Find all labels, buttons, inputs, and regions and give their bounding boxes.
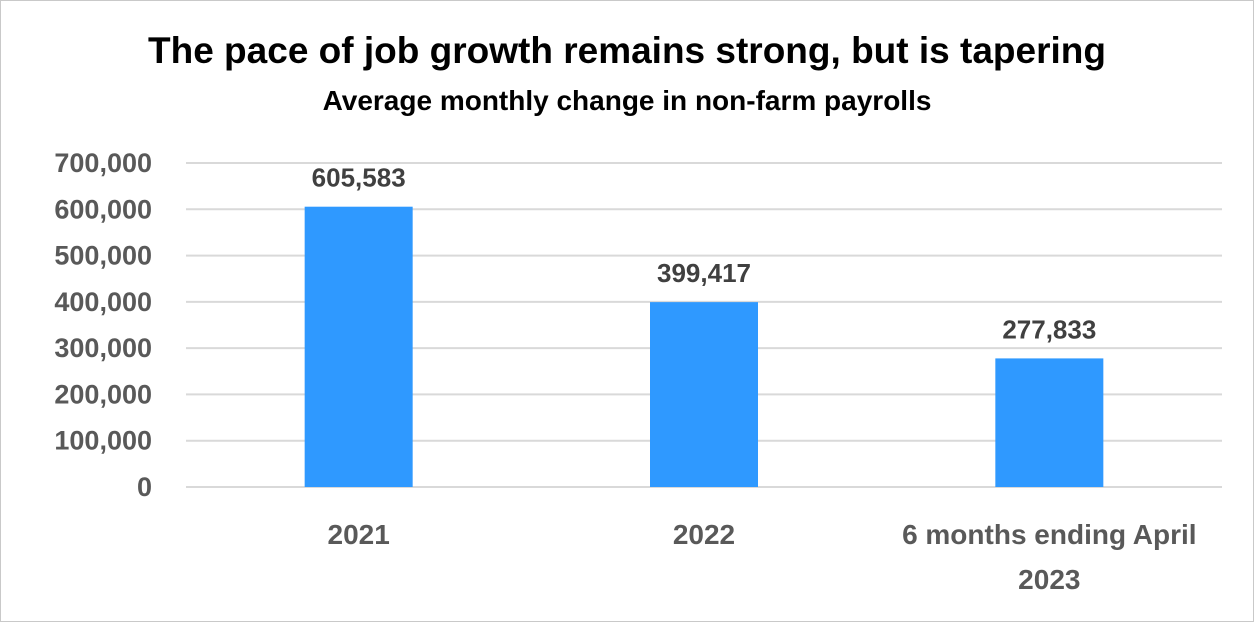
- y-tick-label: 0: [137, 472, 152, 502]
- y-tick-label: 600,000: [54, 194, 152, 224]
- y-tick-label: 300,000: [54, 333, 152, 363]
- data-labels: 605,583 399,417 277,833: [312, 163, 1097, 345]
- bar: [304, 206, 413, 487]
- y-tick-label: 100,000: [54, 426, 152, 456]
- y-axis-tick-labels: 0 100,000 200,000 300,000 400,000 500,000 600,…: [54, 148, 152, 502]
- x-category-label: 2023: [1018, 564, 1080, 595]
- y-tick-label: 200,000: [54, 379, 152, 409]
- y-tick-label: 400,000: [54, 287, 152, 317]
- data-label: 605,583: [312, 163, 406, 193]
- data-label: 277,833: [1002, 314, 1096, 344]
- x-category-label: 2022: [673, 519, 735, 550]
- y-tick-label: 700,000: [54, 148, 152, 178]
- chart-subtitle: Average monthly change in non-farm payro…: [322, 85, 932, 116]
- y-tick-label: 500,000: [54, 241, 152, 271]
- data-label: 399,417: [657, 258, 751, 288]
- bar: [650, 302, 758, 487]
- bar: [995, 358, 1104, 487]
- x-category-label: 2021: [328, 519, 390, 550]
- bars: [304, 206, 1104, 487]
- chart-title: The pace of job growth remains strong, b…: [148, 30, 1106, 71]
- x-category-label: 6 months ending April: [902, 519, 1197, 550]
- x-axis-category-labels: 2021 2022 6 months ending April 2023: [328, 519, 1197, 595]
